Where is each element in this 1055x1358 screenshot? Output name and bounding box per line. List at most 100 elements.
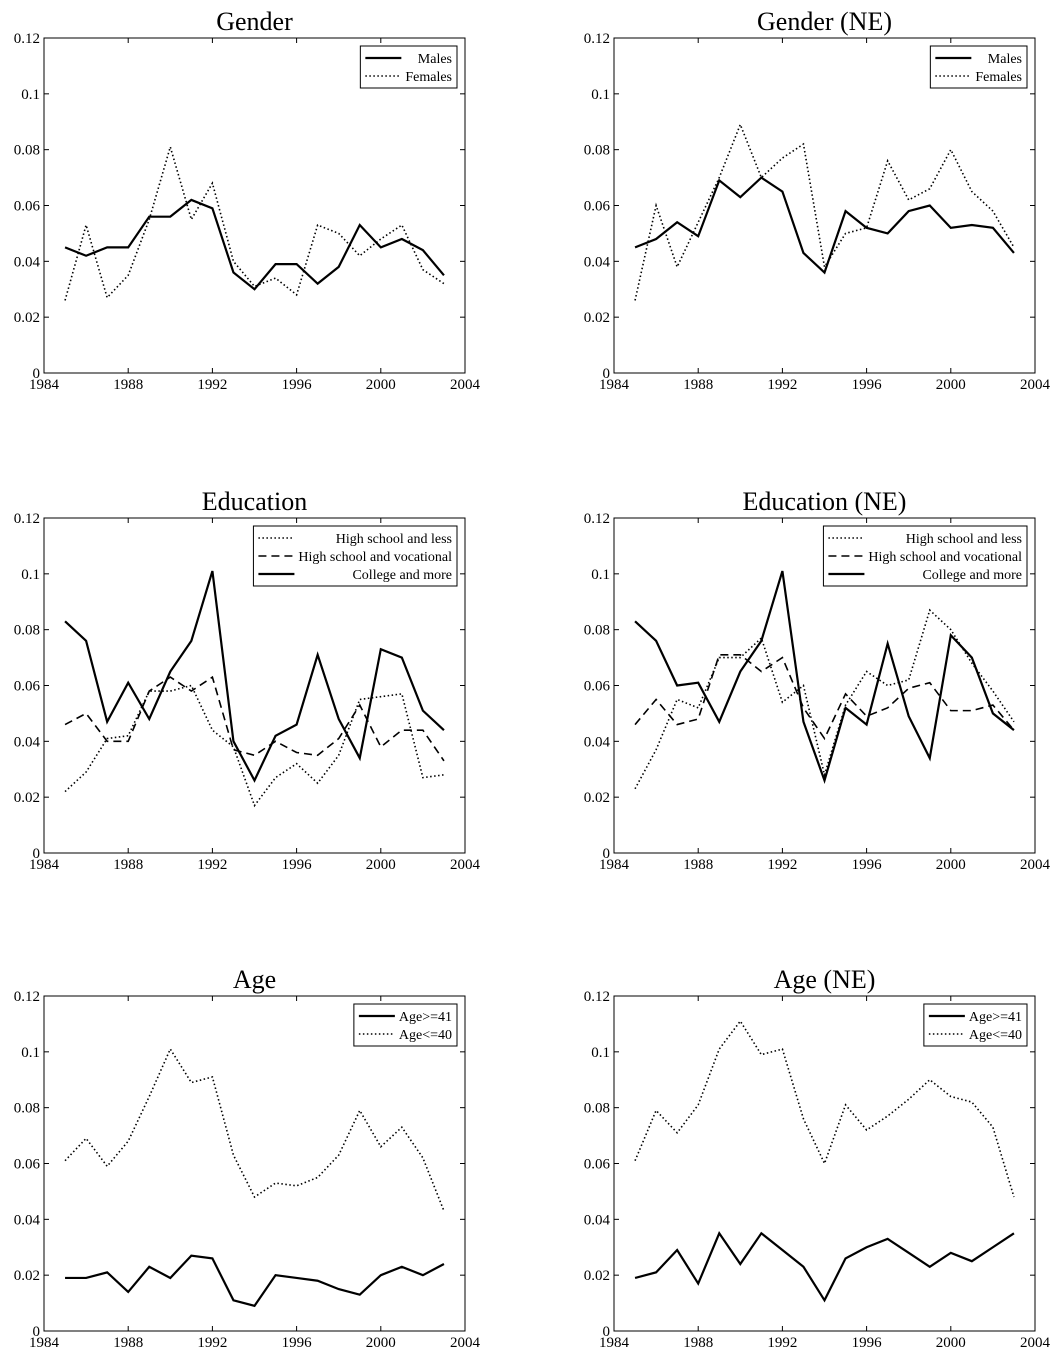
y-tick-label: 0.02 [584, 1268, 610, 1284]
series-line [64, 144, 445, 301]
x-tick-label: 1984 [599, 857, 630, 873]
x-tick-label: 1996 [852, 857, 883, 873]
x-tick-label: 2000 [366, 1335, 396, 1351]
y-tick-label: 0.1 [21, 87, 40, 103]
x-tick-label: 1992 [767, 377, 797, 393]
y-tick-label: 0.04 [584, 1212, 611, 1228]
legend-label: Age>=41 [969, 1010, 1022, 1025]
x-tick-label: 1996 [282, 377, 313, 393]
y-tick-label: 0.02 [14, 790, 40, 806]
legend-label: High school and vocational [868, 550, 1022, 565]
y-tick-label: 0 [603, 846, 611, 862]
y-tick-label: 0.06 [584, 1157, 611, 1173]
chart: Gender (NE) 0 0.02 0.04 0.06 0.08 0.1 0.12 1984 1… [584, 7, 1051, 393]
y-tick-label: 0.02 [14, 1268, 40, 1284]
chart: Age 0 0.02 0.04 0.06 0.08 0.1 0.12 1984 1988 1992 1… [14, 965, 481, 1351]
y-tick-label: 0.1 [21, 567, 40, 583]
series-line [634, 176, 1015, 275]
y-tick-label: 0.12 [14, 989, 40, 1005]
x-tick-label: 2000 [366, 857, 396, 873]
y-tick-label: 0.04 [584, 734, 611, 750]
series-line [64, 684, 445, 808]
y-tick-label: 0.12 [14, 31, 40, 47]
x-tick-label: 2004 [1020, 857, 1051, 873]
legend-label: Males [418, 52, 452, 67]
legend-label: High school and less [336, 532, 452, 547]
y-tick-label: 0.1 [591, 567, 610, 583]
x-tick-label: 1988 [113, 1335, 143, 1351]
y-tick-label: 0.08 [584, 1101, 610, 1117]
x-tick-label: 1988 [683, 857, 713, 873]
series-line [64, 198, 445, 291]
legend-label: High school and vocational [298, 550, 452, 565]
x-tick-label: 2004 [1020, 1335, 1051, 1351]
y-tick-label: 0.02 [584, 310, 610, 326]
y-tick-label: 0.06 [14, 1157, 41, 1173]
series-line [634, 1019, 1015, 1198]
x-tick-label: 2000 [936, 1335, 966, 1351]
y-tick-label: 0.12 [584, 31, 610, 47]
x-tick-label: 1984 [29, 857, 60, 873]
x-tick-label: 1992 [197, 377, 227, 393]
x-tick-label: 1992 [197, 857, 227, 873]
x-tick-label: 2000 [366, 377, 396, 393]
chart: Gender 0 0.02 0.04 0.06 0.08 0.1 0.12 1984 1988 19… [14, 7, 481, 393]
x-tick-label: 2004 [1020, 377, 1051, 393]
legend: Age>=41 Age<=40 [923, 1003, 1028, 1047]
legend-label: Age>=41 [399, 1010, 452, 1025]
legend-box [923, 1003, 1028, 1047]
x-tick-label: 1984 [599, 1335, 630, 1351]
series-line [634, 608, 1015, 790]
y-tick-label: 0.08 [584, 623, 610, 639]
x-tick-label: 1988 [683, 1335, 713, 1351]
x-tick-label: 2004 [450, 377, 481, 393]
x-tick-label: 1988 [113, 857, 143, 873]
x-tick-label: 1992 [767, 857, 797, 873]
y-tick-label: 0.08 [584, 143, 610, 159]
y-tick-label: 0.1 [591, 1045, 610, 1061]
y-tick-label: 0.06 [584, 679, 611, 695]
legend-label: Age<=40 [399, 1028, 452, 1043]
series-line [634, 570, 1015, 784]
legend-label: Females [975, 70, 1022, 85]
y-tick-label: 0.1 [21, 1045, 40, 1061]
chart-title: Education [202, 487, 307, 516]
y-tick-label: 0.06 [14, 199, 41, 215]
y-tick-label: 0.06 [14, 679, 41, 695]
x-tick-label: 1984 [599, 377, 630, 393]
y-tick-label: 0.12 [584, 511, 610, 527]
chart-title: Gender (NE) [757, 7, 892, 36]
series-line [634, 653, 1015, 741]
y-tick-label: 0.02 [14, 310, 40, 326]
legend-label: Males [988, 52, 1022, 67]
legend: Age>=41 Age<=40 [353, 1003, 458, 1047]
legend-label: College and more [922, 568, 1022, 583]
legend: High school and less High school and voca… [252, 525, 458, 587]
y-tick-label: 0.06 [584, 199, 611, 215]
series-line [64, 675, 445, 762]
x-tick-label: 1984 [29, 377, 60, 393]
y-tick-label: 0 [603, 1324, 611, 1340]
y-tick-label: 0.04 [14, 734, 41, 750]
series-line [64, 1047, 445, 1212]
y-tick-label: 0.12 [584, 989, 610, 1005]
series-line [65, 1254, 445, 1308]
y-tick-label: 0.12 [14, 511, 40, 527]
y-tick-label: 0.02 [584, 790, 610, 806]
y-tick-label: 0 [33, 846, 41, 862]
y-tick-label: 0.08 [14, 143, 40, 159]
chart-title: Gender [216, 7, 293, 36]
x-tick-label: 2000 [936, 857, 966, 873]
legend-box [353, 1003, 458, 1047]
series-line [64, 570, 445, 783]
legend-label: Age<=40 [969, 1028, 1022, 1043]
x-tick-label: 1988 [113, 377, 143, 393]
chart-title: Education (NE) [743, 487, 907, 516]
x-tick-label: 2004 [450, 857, 481, 873]
y-tick-label: 0.04 [14, 1212, 41, 1228]
legend-label: College and more [352, 568, 452, 583]
legend: Males Females [929, 45, 1028, 89]
y-tick-label: 0 [33, 1324, 41, 1340]
x-tick-label: 1996 [852, 1335, 883, 1351]
y-tick-label: 0 [603, 366, 611, 382]
